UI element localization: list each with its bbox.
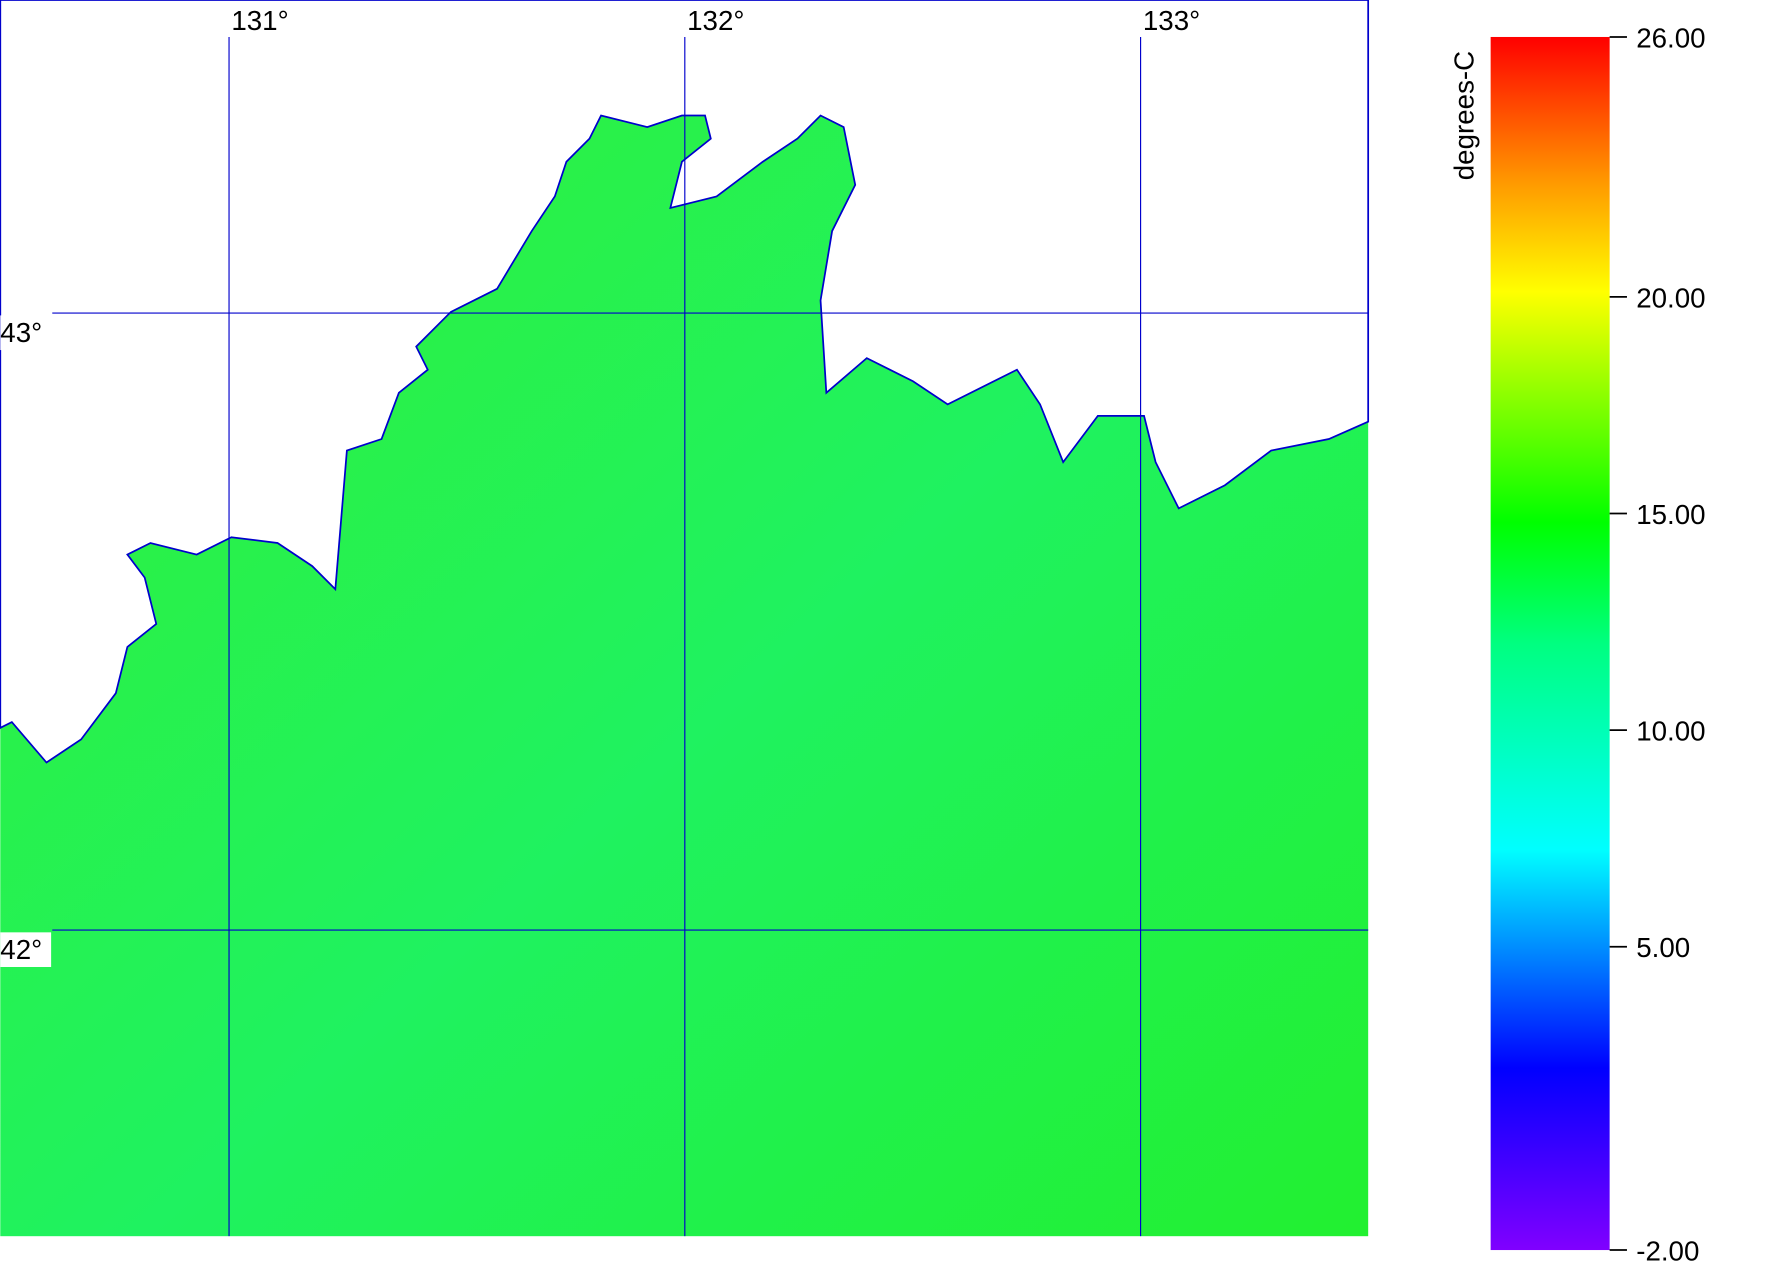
lat-label-bg xyxy=(0,315,52,351)
lon-label: 133° xyxy=(1143,5,1200,36)
colorbar-tick-label: -2.00 xyxy=(1636,1235,1699,1266)
lon-label: 131° xyxy=(231,5,288,36)
colorbar xyxy=(1490,36,1610,1251)
lat-label: 43° xyxy=(0,317,42,348)
colorbar-tick-label: 20.00 xyxy=(1636,282,1705,313)
lat-label: 42° xyxy=(0,934,42,965)
graticule: 131° 132° 133° 43° 42° xyxy=(0,5,1369,1237)
colorbar-tick-label: 10.00 xyxy=(1636,716,1705,747)
lon-label: 132° xyxy=(687,5,744,36)
colorbar-label: degrees-C xyxy=(1448,51,1479,180)
colorbar-ticks: 26.00 20.00 15.00 10.00 5.00 -2.00 xyxy=(1609,22,1706,1266)
lat-label-bg xyxy=(0,932,52,967)
land xyxy=(0,0,1370,764)
colorbar-tick-label: 26.00 xyxy=(1636,22,1705,53)
colorbar-tick-label: 15.00 xyxy=(1636,499,1705,530)
colorbar-tick-label: 5.00 xyxy=(1636,932,1690,963)
